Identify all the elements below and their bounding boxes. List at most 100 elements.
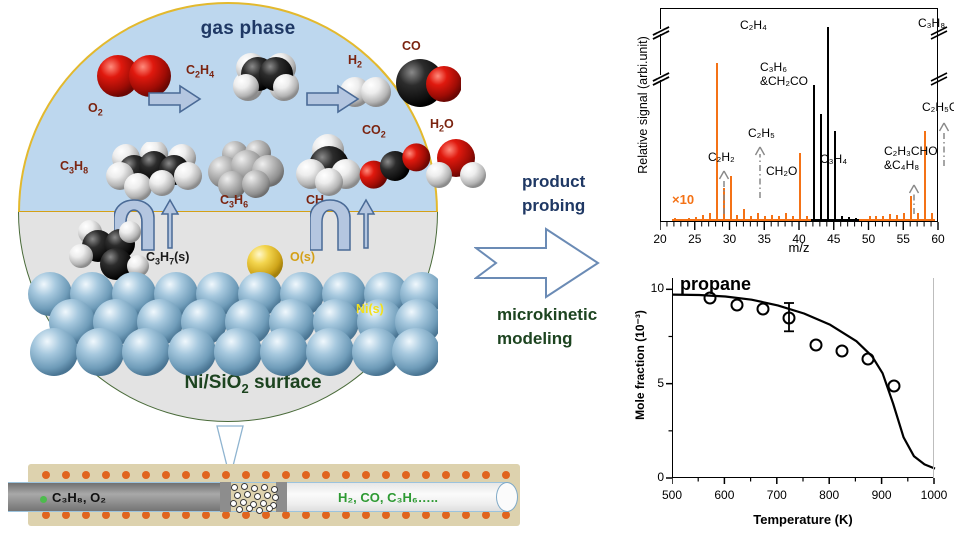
catalyst-bead [251, 485, 258, 492]
heater-coil-dot [242, 471, 250, 479]
tube-end-cap [496, 482, 518, 512]
ms-x-axis-label: m/z [788, 240, 810, 255]
surface-title-tail: surface [248, 372, 322, 393]
label-o-s: O(s) [290, 250, 315, 264]
heater-coil-dot [122, 511, 130, 519]
catalyst-bead [244, 491, 251, 498]
heater-coil-dot [462, 471, 470, 479]
mf-plot-area [672, 278, 936, 478]
mf-data-point [861, 352, 875, 366]
mf-x-axis-label: Temperature (K) [753, 512, 853, 527]
ms-peak [917, 212, 920, 221]
ms-x-tick-label: 55 [896, 232, 910, 246]
mole-fraction-chart: Mole fraction (10⁻³) propane Temperature… [614, 266, 954, 538]
caption-microkinetic-1: microkinetic [497, 305, 598, 324]
ms-x-tick-label: 60 [931, 232, 945, 246]
heater-coil-dot [82, 511, 90, 519]
label-co2: CO2 [362, 123, 386, 140]
reaction-schematic: gas phase Ni/SiO2 surface [18, 2, 600, 471]
mf-data-point [756, 302, 770, 316]
ms-y-axis-break-right [930, 26, 948, 40]
ms-peak [715, 62, 718, 221]
ms-peak-annotation: C₃H₈ [918, 16, 946, 30]
catalyst-bed [230, 482, 279, 514]
catalyst-bead [231, 484, 238, 491]
c2h4-molecule [233, 53, 299, 101]
mf-data-point [835, 344, 849, 358]
ms-x-tick-label: 30 [722, 232, 737, 246]
heater-coil-dot [402, 471, 410, 479]
label-h2o: H2O [430, 117, 454, 134]
o-adatom [247, 245, 283, 281]
ms-x-tick-label: 50 [861, 232, 876, 246]
ms-peak [868, 216, 871, 221]
catalyst-bead [261, 484, 268, 491]
heater-coil-dot [62, 511, 70, 519]
mf-x-tick-label: 600 [714, 488, 735, 502]
caption-microkinetic-2: modeling [497, 329, 573, 348]
catalyst-bead [271, 486, 278, 493]
heater-coil-dot [482, 511, 490, 519]
label-c3h8: C3H8 [60, 159, 89, 176]
catalyst-bead [240, 499, 247, 506]
heater-coil-dot [322, 511, 330, 519]
heater-coil-dot [302, 511, 310, 519]
mass-spectrum-chart: Relative signal (arbi.unit) m/z 20 25 30 35… [614, 2, 954, 260]
heater-coil-dot [202, 511, 210, 519]
caption-product-probing-2: probing [522, 196, 586, 215]
ms-x-tick-label: 45 [827, 232, 841, 246]
ms-peak [847, 217, 850, 221]
catalyst-bead [236, 506, 243, 513]
heater-coil-dot [162, 471, 170, 479]
reactor-inlet-label: C₃H₈, O₂ [52, 490, 106, 505]
ms-y-axis-label: Relative signal (arbi.unit) [636, 36, 650, 174]
heater-coil-dot [302, 471, 310, 479]
flow-marker-dot [40, 496, 47, 503]
ms-peak [812, 85, 815, 221]
ms-peak-annotation: C₂H₅CHO [922, 100, 954, 114]
ms-y-axis-break-right [930, 72, 948, 86]
reactor-tube-diagram: C₃H₈, O₂ H₂, CO, C₃H₆….. [8, 458, 548, 530]
heater-coil-dot [102, 511, 110, 519]
catalyst-bead [254, 493, 261, 500]
heater-coil-dot [262, 511, 270, 519]
ms-peak [743, 209, 746, 221]
ms-plot-area [660, 8, 938, 222]
mf-data-point [703, 291, 717, 305]
heater-coil-dot [342, 511, 350, 519]
mf-data-point [887, 379, 901, 393]
furnace-body [28, 464, 520, 526]
ms-peak [764, 216, 767, 221]
heater-coil-dot [322, 471, 330, 479]
heater-coil-dot [62, 471, 70, 479]
heater-coil-dot [122, 471, 130, 479]
catalyst-bead [241, 483, 248, 490]
mf-x-tick-label: 700 [766, 488, 787, 502]
heater-coil-dot [82, 471, 90, 479]
ms-peak-annotation: C₃H₆ &CH₂CO [760, 60, 808, 88]
ms-peak [673, 218, 676, 221]
catalyst-bead [256, 507, 263, 514]
heater-coil-dot [42, 511, 50, 519]
mf-y-ticks [666, 288, 672, 479]
ms-peak [778, 215, 781, 221]
ch4-molecule [296, 134, 361, 196]
ms-x-ticks [660, 222, 939, 230]
ms-peak [910, 195, 913, 221]
ms-peak [875, 215, 878, 221]
heater-coil-dot [142, 471, 150, 479]
interface-arrow-right [310, 198, 376, 251]
caption-product-probing-1: product [522, 172, 586, 191]
mf-model-curve [673, 293, 936, 470]
ms-peak [833, 130, 836, 221]
ms-peak [729, 175, 732, 221]
ms-peak-annotation: C₂H₅ [748, 126, 775, 140]
co-molecule [396, 59, 461, 107]
ms-annotation-arrow [754, 146, 766, 198]
ni-slab [28, 272, 438, 376]
catalyst-bead [266, 505, 273, 512]
ms-peak [799, 153, 801, 221]
ms-peak-annotation: CH₂O [766, 164, 798, 178]
ms-peak [736, 214, 739, 221]
c3h6-molecule [208, 140, 284, 198]
